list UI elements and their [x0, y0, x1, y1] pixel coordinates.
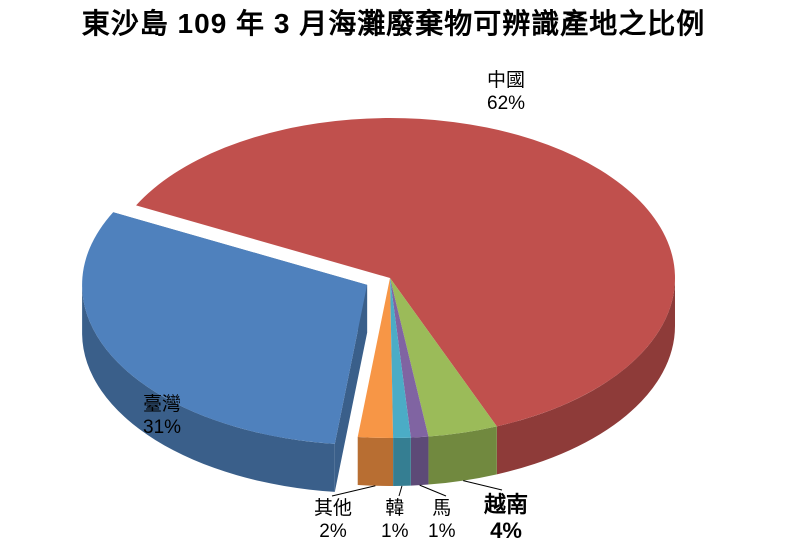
pie-chart: 中國62%越南4%馬1%韓1%其他2%臺灣31%: [0, 48, 787, 528]
leader-malaysia: [420, 485, 446, 496]
label-name-china: 中國: [487, 70, 525, 93]
label-name-vietnam: 越南: [484, 492, 528, 518]
label-name-malaysia: 馬: [428, 498, 455, 521]
label-other: 其他2%: [314, 498, 352, 544]
label-pct-korea: 1%: [381, 521, 408, 544]
slice-side-malaysia: [411, 437, 429, 486]
pie-svg: [0, 48, 787, 528]
label-vietnam: 越南4%: [484, 492, 528, 545]
slice-side-korea: [393, 438, 411, 486]
leader-other: [332, 486, 375, 496]
leader-korea: [399, 486, 402, 496]
label-pct-taiwan: 31%: [143, 417, 181, 440]
label-china: 中國62%: [487, 70, 525, 116]
leader-vietnam: [463, 481, 502, 490]
slice-side-other: [358, 437, 393, 486]
label-name-other: 其他: [314, 498, 352, 521]
label-name-taiwan: 臺灣: [143, 394, 181, 417]
label-pct-china: 62%: [487, 93, 525, 116]
label-malaysia: 馬1%: [428, 498, 455, 544]
label-taiwan: 臺灣31%: [143, 394, 181, 440]
label-pct-malaysia: 1%: [428, 521, 455, 544]
label-pct-vietnam: 4%: [484, 518, 528, 544]
label-korea: 韓1%: [381, 498, 408, 544]
label-pct-other: 2%: [314, 521, 352, 544]
label-name-korea: 韓: [381, 498, 408, 521]
chart-title: 東沙島 109 年 3 月海灘廢棄物可辨識產地之比例: [0, 2, 787, 42]
